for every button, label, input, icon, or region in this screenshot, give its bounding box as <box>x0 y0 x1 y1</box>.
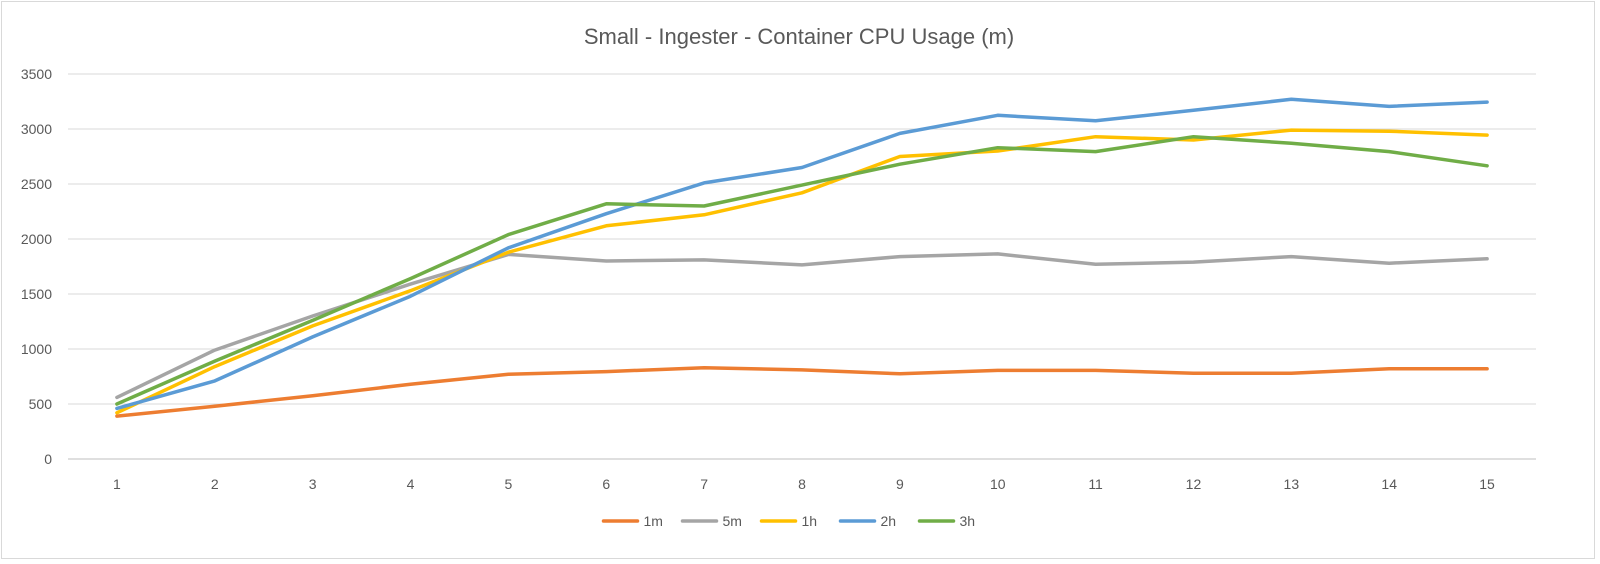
x-tick-label: 13 <box>1284 476 1300 492</box>
series-line-5m <box>115 252 1489 400</box>
x-tick-label: 9 <box>896 476 904 492</box>
y-tick-label: 2000 <box>21 231 52 247</box>
y-tick-label: 0 <box>44 451 52 467</box>
x-tick-label: 11 <box>1088 476 1103 492</box>
series-line-1m <box>115 365 1489 418</box>
chart-title: Small - Ingester - Container CPU Usage (… <box>584 24 1014 49</box>
y-tick-label: 1500 <box>21 286 52 302</box>
legend-label: 2h <box>881 513 897 529</box>
y-tick-label: 500 <box>29 396 53 412</box>
x-tick-label: 4 <box>407 476 415 492</box>
x-tick-label: 8 <box>798 476 806 492</box>
x-tick-label: 1 <box>113 476 121 492</box>
y-tick-label: 3000 <box>21 121 52 137</box>
legend-label: 1h <box>802 513 818 529</box>
x-axis-ticks: 1 2 3 4 5 6 7 8 9 10 11 12 13 14 15 <box>113 476 1495 492</box>
legend-label: 3h <box>960 513 976 529</box>
series-line-1h <box>115 128 1489 415</box>
x-tick-label: 7 <box>700 476 708 492</box>
legend-item-5m: 5m <box>680 513 742 529</box>
x-tick-label: 6 <box>602 476 610 492</box>
x-tick-label: 12 <box>1186 476 1202 492</box>
x-tick-label: 5 <box>505 476 513 492</box>
series-line-3h <box>115 134 1489 406</box>
y-axis-ticks: 0 500 1000 1500 2000 2500 3000 3500 <box>21 66 52 467</box>
y-tick-label: 1000 <box>21 341 52 357</box>
legend-item-1m: 1m <box>601 513 663 529</box>
x-tick-label: 3 <box>309 476 317 492</box>
y-tick-label: 2500 <box>21 176 52 192</box>
legend-label: 1m <box>644 513 663 529</box>
x-tick-label: 10 <box>990 476 1006 492</box>
x-tick-label: 14 <box>1381 476 1397 492</box>
legend: 1m 5m 1h 2h 3h <box>601 513 976 529</box>
legend-item-3h: 3h <box>917 513 976 529</box>
x-tick-label: 2 <box>211 476 219 492</box>
legend-item-2h: 2h <box>838 513 897 529</box>
series-line-2h <box>115 97 1489 411</box>
y-tick-label: 3500 <box>21 66 52 82</box>
legend-label: 5m <box>723 513 742 529</box>
series-lines <box>115 97 1489 418</box>
x-tick-label: 15 <box>1479 476 1495 492</box>
legend-item-1h: 1h <box>759 513 818 529</box>
